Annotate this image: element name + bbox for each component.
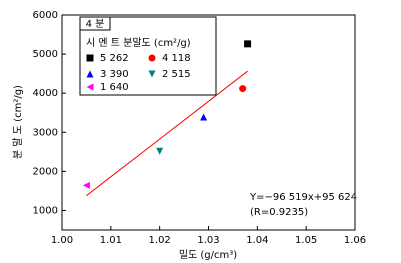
annotation: Y=−96 519x+95 624 bbox=[249, 192, 357, 203]
marker bbox=[156, 147, 164, 155]
legend-title: 시 멘 트 분말도 (cm²/g) bbox=[86, 37, 191, 49]
legend-marker bbox=[86, 54, 94, 62]
marker bbox=[82, 181, 90, 189]
y-tick-label: 3000 bbox=[33, 127, 58, 138]
x-tick-label: 1.03 bbox=[197, 235, 219, 246]
y-tick-label: 6000 bbox=[33, 10, 58, 21]
x-tick-label: 1.02 bbox=[149, 235, 171, 246]
x-tick-label: 1.04 bbox=[246, 235, 268, 246]
legend-label: 4 118 bbox=[162, 53, 191, 64]
y-tick-label: 1000 bbox=[33, 205, 58, 216]
marker bbox=[239, 85, 247, 93]
x-tick-label: 1.01 bbox=[100, 235, 122, 246]
legend-marker bbox=[86, 83, 94, 91]
box-label: 4 분 bbox=[86, 18, 105, 30]
legend-label: 5 262 bbox=[100, 53, 129, 64]
x-axis-label: 밀도 (g/cm³) bbox=[179, 249, 237, 261]
box-label-frame bbox=[79, 16, 111, 31]
legend-label: 1 640 bbox=[100, 82, 129, 93]
x-tick-label: 1.00 bbox=[51, 235, 73, 246]
x-tick-label: 1.06 bbox=[344, 235, 366, 246]
y-tick-label: 4000 bbox=[33, 88, 58, 99]
x-tick-label: 1.05 bbox=[295, 235, 317, 246]
y-axis-label: 분 말 도 (cm²/g) bbox=[12, 85, 24, 159]
legend-label: 3 390 bbox=[100, 69, 129, 80]
annotation: (R=0.9235) bbox=[250, 207, 308, 218]
y-tick-label: 2000 bbox=[33, 166, 58, 177]
marker bbox=[200, 113, 208, 121]
fit-line bbox=[86, 70, 248, 197]
legend-label: 2 515 bbox=[162, 69, 191, 80]
legend-marker bbox=[148, 70, 156, 78]
y-tick-label: 5000 bbox=[33, 49, 58, 60]
legend-marker bbox=[86, 70, 94, 78]
marker bbox=[244, 40, 252, 48]
legend-marker bbox=[148, 54, 156, 62]
